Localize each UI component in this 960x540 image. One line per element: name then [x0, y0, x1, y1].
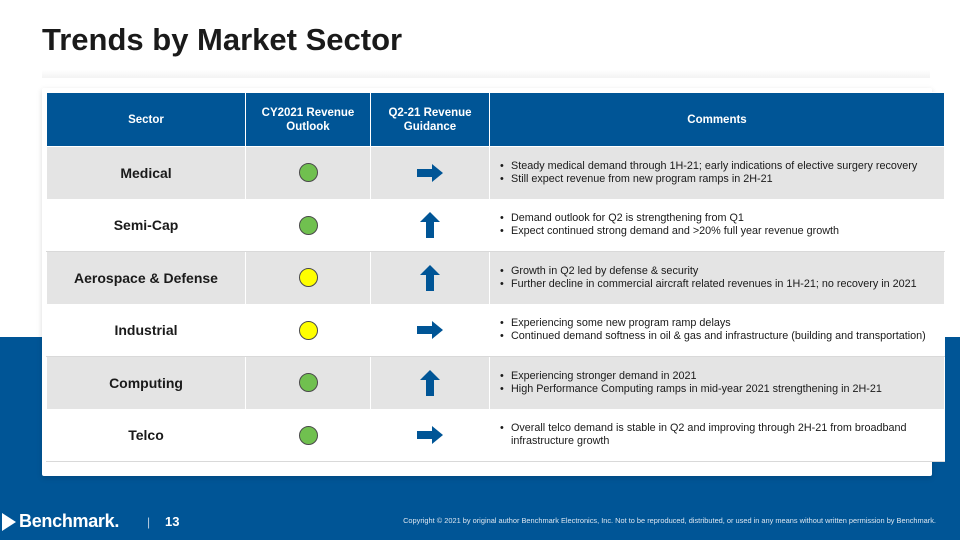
benchmark-logo: Benchmark.	[2, 511, 119, 532]
revenue-outlook-cell	[245, 408, 371, 462]
market-sector-table: Sector CY2021 Revenue Outlook Q2-21 Reve…	[46, 92, 945, 462]
table-row: Industrial Experiencing some new program …	[46, 303, 945, 357]
revenue-outlook-cell	[245, 303, 371, 357]
revenue-guidance-cell	[370, 408, 490, 462]
comments-cell: Growth in Q2 led by defense & securityFu…	[489, 251, 945, 305]
table-row: Medical Steady medical demand through 1H-…	[46, 146, 945, 200]
revenue-guidance-cell	[370, 251, 490, 305]
revenue-outlook-cell	[245, 356, 371, 410]
comments-list: Growth in Q2 led by defense & securityFu…	[490, 265, 944, 291]
header-comments: Comments	[489, 92, 945, 147]
status-dot-icon	[298, 215, 318, 235]
comments-list: Steady medical demand through 1H-21; ear…	[490, 160, 944, 186]
header-divider	[42, 70, 930, 78]
revenue-guidance-cell	[370, 198, 490, 252]
revenue-outlook-cell	[245, 251, 371, 305]
logo-text: Benchmark.	[19, 511, 120, 531]
status-dot-icon	[298, 268, 318, 288]
comments-list: Demand outlook for Q2 is strengthening f…	[490, 212, 944, 238]
table-header-row: Sector CY2021 Revenue Outlook Q2-21 Reve…	[46, 92, 945, 147]
revenue-guidance-cell	[370, 146, 490, 200]
comment-item: Expect continued strong demand and >20% …	[500, 225, 944, 238]
revenue-outlook-cell	[245, 198, 371, 252]
table-row: Computing Experiencing stronger demand in…	[46, 356, 945, 410]
footer-separator: |	[147, 515, 151, 529]
arrow-right-icon	[417, 163, 443, 182]
comments-cell: Experiencing some new program ramp delay…	[489, 303, 945, 357]
arrow-right-icon	[417, 426, 443, 445]
comments-cell: Overall telco demand is stable in Q2 and…	[489, 408, 945, 462]
comments-cell: Demand outlook for Q2 is strengthening f…	[489, 198, 945, 252]
comments-list: Experiencing some new program ramp delay…	[490, 317, 944, 343]
table-row: Aerospace & Defense Growth in Q2 led by d…	[46, 251, 945, 305]
comment-item: Growth in Q2 led by defense & security	[500, 265, 944, 278]
comment-item: Experiencing stronger demand in 2021	[500, 370, 944, 383]
arrow-right-icon	[417, 321, 443, 340]
table-body: Medical Steady medical demand through 1H-…	[46, 146, 945, 462]
status-dot-icon	[298, 425, 318, 445]
page-number: 13	[165, 514, 180, 529]
page-title: Trends by Market Sector	[42, 22, 403, 57]
status-dot-icon	[298, 373, 318, 393]
comment-item: Demand outlook for Q2 is strengthening f…	[500, 212, 944, 225]
comments-cell: Experiencing stronger demand in 2021High…	[489, 356, 945, 410]
table-row: Semi-Cap Demand outlook for Q2 is strengt…	[46, 198, 945, 252]
revenue-outlook-cell	[245, 146, 371, 200]
sector-name: Industrial	[46, 303, 246, 357]
revenue-guidance-cell	[370, 303, 490, 357]
comment-item: Still expect revenue from new program ra…	[500, 173, 944, 186]
sector-name: Semi-Cap	[46, 198, 246, 252]
sector-name: Telco	[46, 408, 246, 462]
status-dot-icon	[298, 163, 318, 183]
sector-name: Computing	[46, 356, 246, 410]
arrow-up-icon	[420, 212, 440, 239]
comment-item: Continued demand softness in oil & gas a…	[500, 330, 944, 343]
comments-cell: Steady medical demand through 1H-21; ear…	[489, 146, 945, 200]
revenue-guidance-cell	[370, 356, 490, 410]
comment-item: Further decline in commercial aircraft r…	[500, 278, 944, 291]
comment-item: Experiencing some new program ramp delay…	[500, 317, 944, 330]
sector-name: Aerospace & Defense	[46, 251, 246, 305]
header-revenue-guidance: Q2-21 Revenue Guidance	[370, 92, 490, 147]
table-row: Telco Overall telco demand is stable in Q…	[46, 408, 945, 462]
header-sector: Sector	[46, 92, 246, 147]
arrow-up-icon	[420, 369, 440, 396]
comment-item: Overall telco demand is stable in Q2 and…	[500, 422, 944, 448]
comment-item: High Performance Computing ramps in mid-…	[500, 383, 944, 396]
logo-chevron-icon	[2, 512, 16, 531]
header-revenue-outlook: CY2021 Revenue Outlook	[245, 92, 371, 147]
copyright-notice: Copyright © 2021 by original author Benc…	[403, 516, 936, 525]
comments-list: Experiencing stronger demand in 2021High…	[490, 370, 944, 396]
comments-list: Overall telco demand is stable in Q2 and…	[490, 422, 944, 448]
arrow-up-icon	[420, 264, 440, 291]
status-dot-icon	[298, 320, 318, 340]
comment-item: Steady medical demand through 1H-21; ear…	[500, 160, 944, 173]
sector-name: Medical	[46, 146, 246, 200]
